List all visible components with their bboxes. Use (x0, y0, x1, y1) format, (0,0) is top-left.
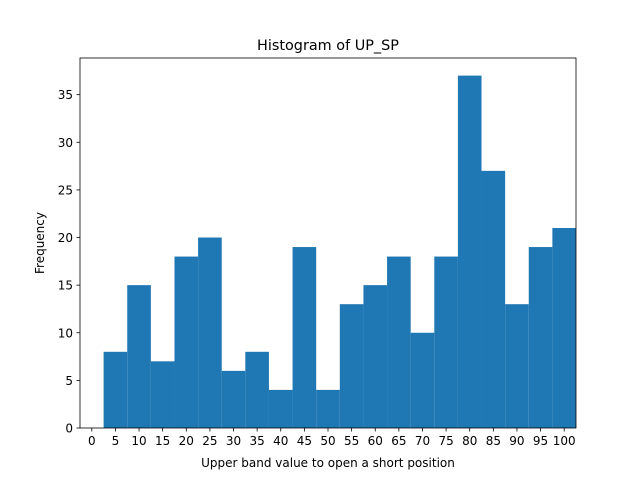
x-tick-label-4: 20 (179, 434, 194, 448)
x-tick-label-18: 90 (509, 434, 524, 448)
x-tick-label-10: 50 (320, 434, 335, 448)
y-axis-label: Frequency (33, 212, 47, 274)
x-tick-label-1: 5 (112, 434, 120, 448)
x-tick-label-8: 40 (273, 434, 288, 448)
histogram-bar-19 (552, 228, 576, 428)
histogram-bar-13 (410, 332, 435, 428)
x-tick-label-20: 100 (553, 434, 576, 448)
x-tick-label-16: 80 (462, 434, 477, 448)
histogram-bar-15 (457, 75, 482, 429)
histogram-bar-16 (481, 170, 506, 429)
histogram-bar-4 (198, 237, 222, 428)
y-tick-label-5: 25 (58, 183, 73, 197)
x-tick-label-2: 10 (131, 434, 146, 448)
x-tick-label-14: 70 (415, 434, 430, 448)
y-tick-label-2: 10 (58, 326, 73, 340)
histogram-bar-10 (339, 304, 364, 428)
x-tick-label-0: 0 (88, 434, 96, 448)
y-tick-label-3: 15 (58, 279, 73, 293)
histogram-bar-0 (103, 351, 128, 428)
plot-frame (79, 57, 577, 429)
x-tick-label-19: 95 (533, 434, 548, 448)
histogram-bar-9 (316, 389, 340, 428)
x-tick-label-13: 65 (391, 434, 406, 448)
x-tick-label-3: 15 (155, 434, 170, 448)
chart-title: Histogram of UP_SP (257, 38, 399, 54)
histogram-bar-18 (528, 247, 553, 428)
y-tick-label-0: 0 (65, 422, 73, 436)
y-tick-label-1: 5 (65, 374, 73, 388)
x-axis-ticks: 0 5 10 15 20 25 30 35 40 45 50 55 60 65 70 75 80 85 90 95 10… (88, 428, 576, 448)
histogram-bar-5 (221, 370, 246, 428)
x-tick-label-5: 25 (202, 434, 217, 448)
x-tick-label-7: 35 (250, 434, 265, 448)
histogram-bar-8 (292, 247, 317, 428)
x-tick-label-12: 60 (368, 434, 383, 448)
y-tick-label-4: 20 (58, 231, 73, 245)
x-tick-label-9: 45 (297, 434, 312, 448)
histogram-bar-6 (245, 351, 269, 428)
x-tick-label-15: 75 (438, 434, 453, 448)
x-tick-label-17: 85 (486, 434, 501, 448)
histogram-bar-14 (434, 256, 458, 428)
histogram-bar-2 (150, 361, 175, 428)
x-axis-label: Upper band value to open a short positio… (201, 456, 455, 470)
histogram-bar-1 (127, 285, 151, 428)
x-tick-label-6: 30 (226, 434, 241, 448)
y-tick-label-6: 30 (58, 136, 73, 150)
histogram-bar-12 (387, 256, 411, 428)
histogram-bar-3 (174, 256, 199, 428)
y-axis-ticks: 0 5 10 15 20 25 30 35 (58, 88, 80, 436)
histogram-bar-7 (268, 389, 293, 428)
bars-layer (103, 75, 576, 429)
histogram-bar-11 (363, 285, 388, 428)
histogram-bar-17 (505, 304, 529, 428)
x-tick-label-11: 55 (344, 434, 359, 448)
y-tick-label-7: 35 (58, 88, 73, 102)
